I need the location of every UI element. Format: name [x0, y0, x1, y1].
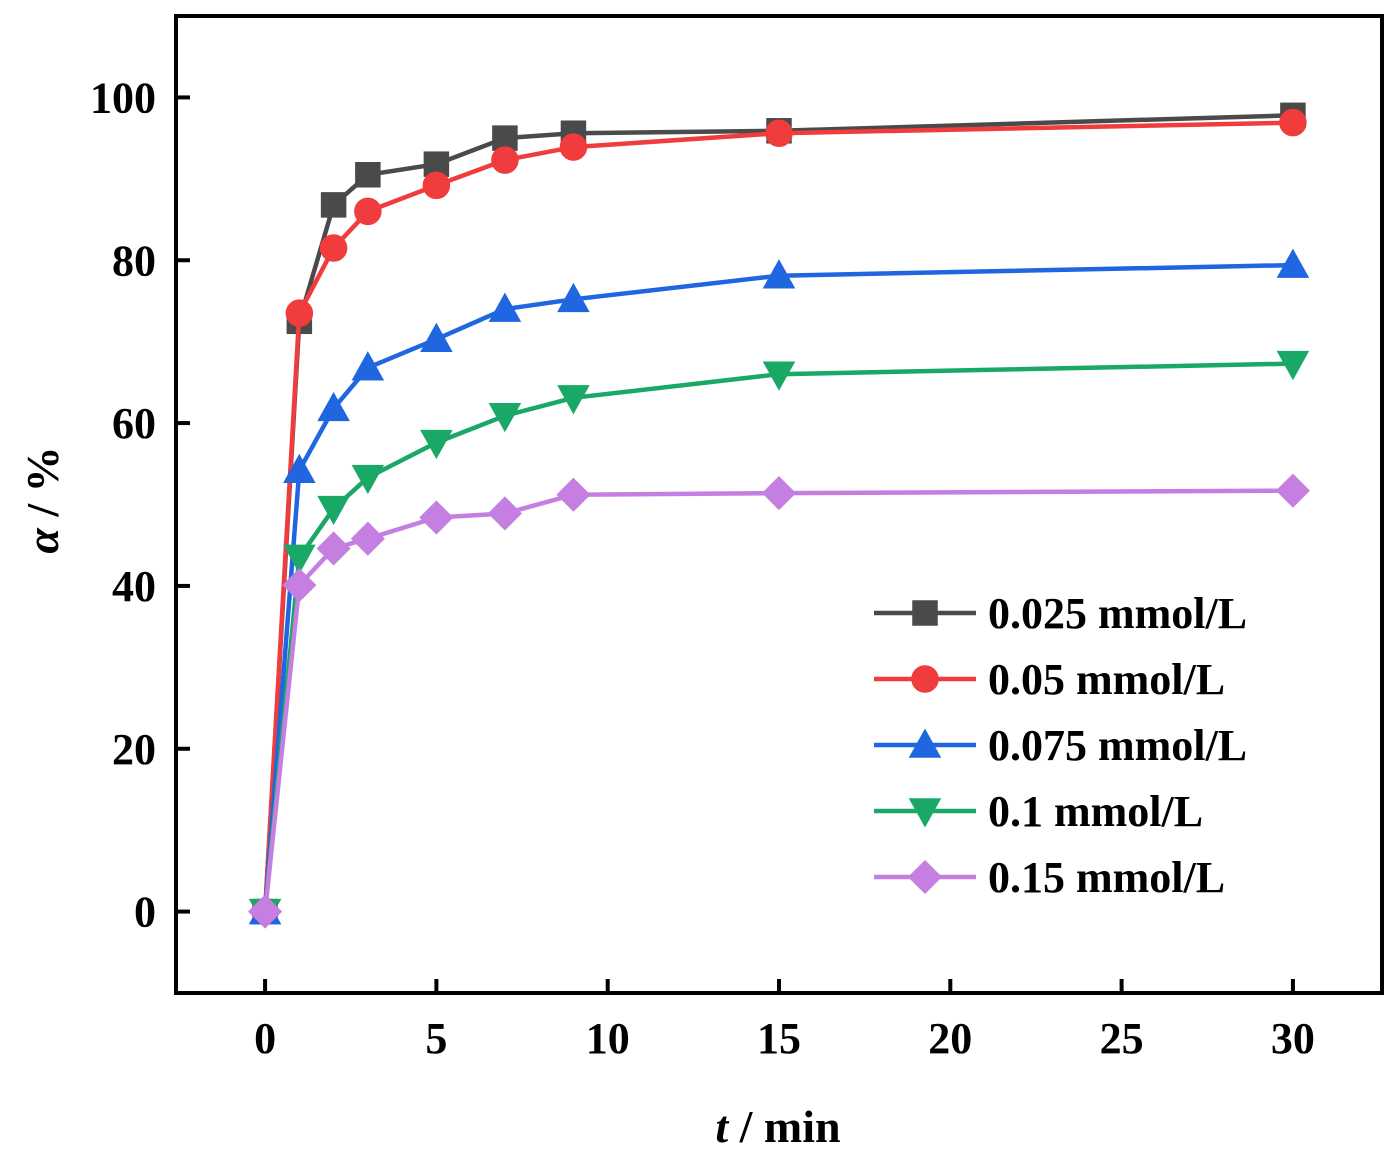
x-axis-symbol: t — [715, 1101, 729, 1152]
data-point — [316, 531, 351, 566]
data-point — [355, 162, 381, 188]
series-0 — [252, 102, 1306, 925]
y-tick-label: 20 — [112, 725, 156, 774]
data-point — [350, 521, 385, 556]
legend-swatch-marker — [908, 728, 942, 758]
x-tick-label: 0 — [254, 1014, 276, 1063]
legend-entry: 0.15 mmol/L — [874, 853, 1225, 902]
y-axis-title: α / % — [17, 446, 68, 553]
series-2 — [248, 248, 1310, 925]
x-tick-label: 10 — [586, 1014, 630, 1063]
legend-label: 0.05 mmol/L — [988, 655, 1225, 704]
x-tick-label: 5 — [425, 1014, 447, 1063]
data-point — [488, 403, 522, 433]
data-point — [1279, 108, 1307, 137]
data-point — [351, 351, 385, 381]
data-point — [354, 197, 382, 226]
y-tick-label: 100 — [90, 73, 156, 122]
legend-entry: 0.075 mmol/L — [874, 721, 1247, 770]
data-point — [422, 171, 451, 200]
x-axis-unit: / min — [728, 1101, 840, 1152]
y-tick-label: 60 — [112, 399, 156, 448]
legend-entry: 0.1 mmol/L — [874, 787, 1203, 836]
data-point — [491, 146, 519, 174]
data-point — [282, 568, 317, 603]
x-tick-label: 30 — [1271, 1014, 1315, 1063]
legend-label: 0.1 mmol/L — [988, 787, 1203, 836]
data-point — [762, 361, 796, 391]
data-point — [317, 495, 350, 526]
data-point — [1275, 473, 1310, 508]
data-point — [559, 133, 588, 161]
legend: 0.025 mmol/L 0.05 mmol/L 0.075 mmol/L 0.1 m… — [874, 589, 1247, 902]
legend-swatch-marker — [911, 665, 939, 693]
data-point — [351, 464, 385, 495]
data-point — [762, 259, 796, 289]
data-point — [1276, 350, 1310, 381]
data-point — [419, 500, 454, 535]
data-point — [420, 429, 453, 460]
legend-label: 0.075 mmol/L — [988, 721, 1247, 770]
y-axis-unit: / % — [17, 446, 68, 528]
y-tick-label: 0 — [134, 888, 156, 937]
legend-entry: 0.025 mmol/L — [874, 589, 1247, 638]
x-tick-label: 25 — [1100, 1014, 1144, 1063]
legend-swatch-marker — [908, 798, 942, 828]
data-point — [317, 391, 350, 422]
data-point — [248, 894, 283, 929]
legend-label: 0.15 mmol/L — [988, 853, 1225, 902]
data-point — [556, 477, 591, 512]
x-tick-label: 20 — [928, 1014, 972, 1063]
y-tick-label: 80 — [112, 236, 156, 285]
data-point — [557, 385, 590, 415]
legend-swatch-marker — [912, 600, 938, 626]
data-point — [283, 453, 316, 484]
series-4 — [248, 473, 1310, 929]
data-point — [319, 234, 348, 262]
x-tick-label: 15 — [757, 1014, 801, 1063]
data-point — [1276, 248, 1310, 278]
x-axis-title: t / min — [715, 1101, 840, 1152]
data-point — [488, 292, 522, 322]
legend-label: 0.025 mmol/L — [988, 589, 1247, 638]
data-point — [761, 476, 797, 511]
data-point — [765, 119, 793, 147]
series-3 — [248, 350, 1310, 929]
data-point — [420, 322, 453, 352]
y-axis-symbol: α — [17, 527, 68, 554]
y-tick-label: 40 — [112, 562, 156, 611]
data-point — [492, 125, 518, 151]
legend-entry: 0.05 mmol/L — [874, 655, 1225, 704]
data-point — [487, 496, 522, 531]
legend-swatch-marker — [907, 859, 943, 895]
data-point — [285, 299, 314, 327]
data-point — [283, 544, 316, 574]
data-point — [320, 192, 347, 218]
data-point — [557, 282, 590, 313]
